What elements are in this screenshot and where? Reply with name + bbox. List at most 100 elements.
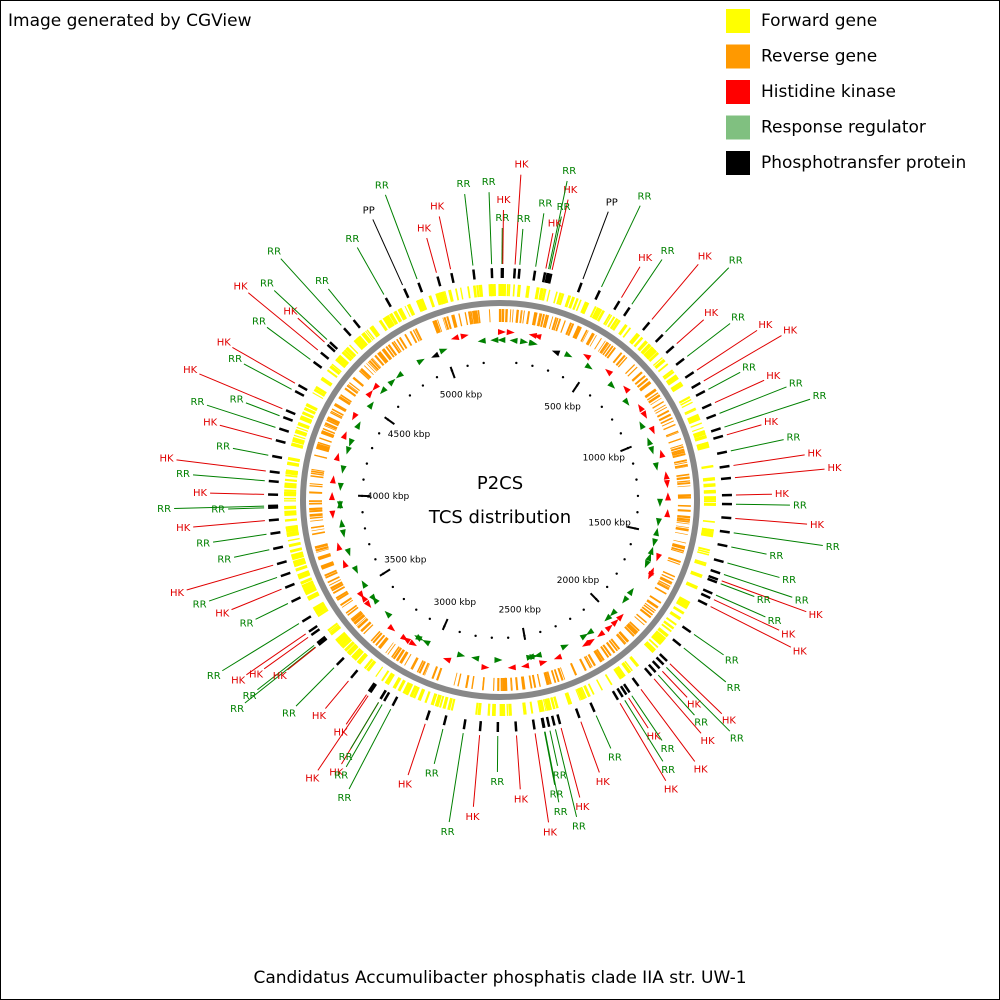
scale-label: 2000 kbp: [557, 576, 600, 586]
feature-marker: [408, 639, 417, 647]
center-title: P2CS: [477, 473, 523, 494]
feature-marker: [471, 655, 480, 662]
forward-gene: [694, 559, 707, 565]
forward-gene: [409, 685, 417, 698]
forward-gene: [293, 561, 306, 567]
feature-tick: [472, 269, 476, 280]
feature-marker: [431, 351, 440, 358]
feature-line: [407, 723, 426, 776]
forward-gene: [287, 456, 301, 463]
forward-gene: [327, 622, 339, 632]
forward-gene: [361, 332, 371, 344]
feature-label: HK: [596, 777, 611, 788]
feature-line: [686, 323, 731, 357]
feature-line: [257, 645, 315, 691]
reverse-gene: [387, 643, 396, 655]
forward-gene: [583, 685, 591, 698]
feature-line: [666, 667, 731, 732]
forward-gene: [615, 667, 623, 679]
reverse-gene: [663, 423, 676, 431]
reverse-gene: [550, 670, 557, 684]
forward-gene: [340, 637, 351, 647]
forward-gene: [553, 696, 559, 709]
feature-line: [683, 647, 727, 683]
forward-gene: [538, 287, 544, 301]
feature-line: [232, 347, 296, 384]
feature-label: HK: [808, 448, 823, 459]
feature-line: [384, 194, 418, 280]
feature-tick: [589, 702, 596, 713]
feature-line: [206, 404, 276, 428]
reverse-gene: [410, 657, 418, 670]
minor-tick: [546, 369, 550, 372]
forward-gene: [694, 560, 707, 567]
feature-marker: [657, 498, 664, 507]
feature-label: RR: [375, 180, 389, 191]
feature-line: [210, 492, 265, 495]
feature-marker: [415, 634, 424, 641]
forward-gene: [418, 688, 426, 701]
feature-label: RR: [727, 683, 741, 694]
feature-label: RR: [769, 551, 783, 562]
forward-gene: [304, 587, 317, 596]
legend-swatch: [726, 80, 750, 104]
reverse-gene: [606, 347, 616, 359]
reverse-gene: [347, 606, 359, 616]
reverse-gene: [646, 392, 659, 401]
feature-label: RR: [789, 378, 803, 389]
feature-tick: [631, 677, 640, 687]
reverse-gene: [443, 316, 450, 330]
feature-marker: [656, 517, 662, 527]
scale-label: 1000 kbp: [583, 453, 626, 463]
feature-label: RR: [813, 391, 827, 402]
reverse-gene: [515, 677, 519, 691]
forward-gene: [663, 371, 675, 380]
reverse-gene: [671, 450, 686, 456]
minor-tick: [415, 608, 418, 611]
feature-label: RR: [731, 312, 745, 323]
forward-gene: [488, 703, 491, 716]
feature-line: [297, 317, 325, 343]
feature-label: RR: [730, 733, 744, 744]
reverse-gene: [670, 444, 683, 449]
reverse-gene: [340, 597, 352, 606]
reverse-gene: [331, 583, 344, 592]
reverse-gene: [393, 340, 402, 353]
reverse-gene: [357, 618, 369, 629]
forward-gene: [605, 674, 613, 686]
forward-gene: [641, 344, 651, 354]
forward-gene: [580, 686, 587, 699]
forward-gene: [637, 340, 648, 351]
feature-line: [515, 735, 521, 790]
feature-label: HK: [809, 610, 824, 621]
reverse-gene: [560, 320, 566, 333]
reverse-gene: [665, 430, 679, 437]
forward-gene: [285, 474, 298, 478]
feature-marker: [438, 348, 448, 355]
reverse-gene: [668, 556, 681, 563]
feature-marker: [648, 570, 655, 580]
feature-marker: [337, 482, 344, 491]
forward-gene: [315, 386, 327, 395]
forward-gene: [630, 656, 639, 667]
feature-label: HK: [638, 253, 653, 264]
minor-tick: [402, 597, 406, 601]
forward-gene: [301, 411, 314, 419]
feature-label: HK: [215, 608, 230, 619]
reverse-gene: [327, 418, 340, 425]
feature-line: [651, 263, 699, 320]
feature-label: HK: [203, 418, 218, 429]
forward-gene: [669, 610, 682, 621]
forward-gene: [447, 697, 453, 711]
forward-gene: [284, 478, 297, 482]
feature-line: [544, 731, 560, 803]
feature-marker: [597, 629, 606, 638]
reverse-gene: [557, 668, 563, 681]
reverse-gene: [465, 674, 470, 689]
minor-tick: [605, 585, 609, 589]
feature-label: HK: [704, 308, 719, 319]
feature-label: HK: [698, 252, 713, 263]
reverse-gene: [631, 371, 643, 382]
feature-tick: [367, 682, 376, 693]
reverse-gene: [649, 595, 662, 604]
